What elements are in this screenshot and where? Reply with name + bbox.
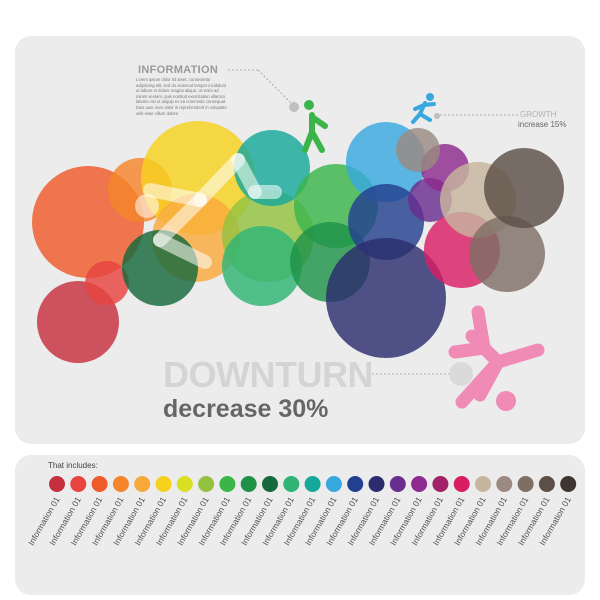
info-title: INFORMATION xyxy=(138,64,219,76)
bubble xyxy=(85,261,129,305)
legend-swatch xyxy=(475,476,491,492)
legend-swatch xyxy=(219,476,236,492)
bubble xyxy=(484,148,564,228)
growth-title: GROWTH xyxy=(520,110,557,119)
bubble xyxy=(348,184,424,260)
walking-person-icon xyxy=(302,112,328,153)
legend-swatch xyxy=(538,476,555,492)
legend-swatch xyxy=(389,476,406,492)
legend-swatch xyxy=(325,476,342,492)
bubble xyxy=(396,128,440,172)
legend-swatch xyxy=(176,476,193,492)
downturn-subtitle: decrease 30% xyxy=(163,395,329,423)
connector-dot xyxy=(434,113,440,119)
legend-swatch xyxy=(496,476,513,492)
connector-dot xyxy=(449,362,473,386)
legend-swatch xyxy=(240,476,257,492)
legend-swatch xyxy=(262,476,278,492)
falling-person-large-icon xyxy=(143,153,282,269)
legend-swatch xyxy=(453,476,470,492)
falling-person-large-head xyxy=(135,194,159,218)
legend-swatch xyxy=(134,476,151,492)
growth-subtitle: increase 15% xyxy=(518,120,567,129)
legend-swatch xyxy=(368,476,385,492)
legend-swatch xyxy=(432,476,449,492)
legend-swatch xyxy=(91,476,108,492)
legend-swatch xyxy=(304,476,321,492)
legend-swatch xyxy=(70,476,87,492)
bubble xyxy=(469,216,545,292)
legend-panel xyxy=(15,455,585,595)
info-body: Lorem ipsum dolor sit amet, consectetur … xyxy=(136,77,227,116)
bubble xyxy=(222,226,302,306)
bubble xyxy=(326,238,446,358)
legend-heading: That includes: xyxy=(48,461,98,470)
downturn-title: DOWNTURN xyxy=(163,354,373,395)
legend-swatch xyxy=(347,476,364,492)
legend-swatch xyxy=(517,476,534,492)
running-person-icon xyxy=(411,101,436,124)
legend-swatch xyxy=(49,476,65,492)
legend-swatch xyxy=(411,476,428,492)
legend-swatch xyxy=(112,476,129,492)
connector-dot xyxy=(289,102,299,112)
legend-swatch xyxy=(198,476,215,492)
legend-swatch xyxy=(283,476,300,492)
legend-swatch xyxy=(560,476,577,492)
falling-person-icon xyxy=(448,305,545,409)
legend-swatch xyxy=(155,476,172,492)
